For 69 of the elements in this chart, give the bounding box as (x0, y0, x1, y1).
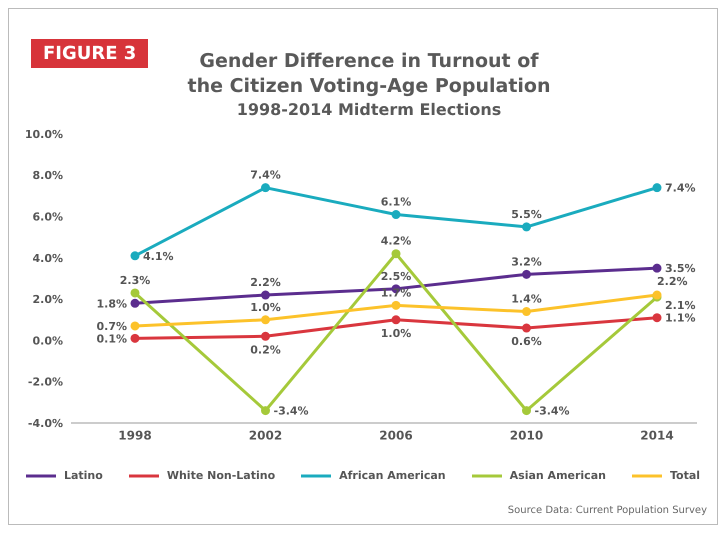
data-label: 1.7% (380, 286, 412, 300)
point (261, 183, 270, 192)
x-tick-label: 2014 (640, 428, 674, 443)
data-label: 7.4% (665, 182, 696, 195)
chart-title: Gender Difference in Turnout of the Citizen Voting-Age Population (186, 49, 552, 99)
point (652, 313, 662, 322)
point (522, 307, 531, 316)
data-label: 2.3% (120, 274, 150, 287)
source-note: Source Data: Current Population Survey (508, 505, 707, 516)
data-label: 0.1% (96, 332, 127, 346)
data-label: 4.1% (143, 250, 174, 263)
x-tick-label: 1998 (118, 428, 152, 443)
y-tick-label: -2.0% (28, 376, 63, 389)
data-label: -3.4% (274, 404, 309, 418)
y-tick-label: 2.0% (32, 293, 63, 306)
point (392, 315, 400, 324)
y-tick-label: 6.0% (32, 210, 63, 224)
data-label: 6.1% (380, 196, 412, 209)
data-label: 1.4% (511, 292, 542, 306)
data-label: 1.8% (96, 297, 127, 310)
x-tick-label: 2006 (379, 428, 413, 443)
data-label: 3.5% (665, 262, 696, 276)
data-label: 1.1% (665, 312, 696, 325)
point (522, 222, 531, 232)
caption: FIGURE 3 (31, 39, 148, 68)
data-label: 0.6% (511, 335, 542, 348)
data-label: 2.1% (665, 299, 696, 312)
point (130, 321, 140, 330)
point (130, 288, 140, 298)
data-label: 3.2% (511, 255, 542, 268)
point (261, 332, 270, 341)
y-tick-label: 0.0% (32, 334, 63, 348)
y-tick-label: 8.0% (32, 169, 63, 182)
point (130, 298, 140, 308)
legend-label: Latino (64, 469, 103, 482)
data-label: 2.5% (380, 270, 412, 283)
data-label: 2.2% (657, 275, 688, 288)
point (522, 324, 531, 333)
point (522, 270, 531, 279)
point (261, 290, 270, 300)
point (392, 249, 400, 258)
data-label: 0.7% (96, 320, 127, 333)
x-tick-label: 2010 (510, 428, 544, 443)
data-label: 5.5% (511, 208, 542, 221)
legend-label: Asian American (510, 469, 606, 482)
data-label: 1.0% (250, 300, 281, 314)
legend-label: African American (339, 469, 446, 482)
point (130, 251, 140, 260)
data-label: 1.0% (380, 326, 412, 340)
point (522, 406, 531, 416)
point (392, 300, 400, 310)
y-tick-label: 10.0% (24, 128, 63, 141)
y-tick-label: 4.0% (32, 252, 63, 265)
point (261, 406, 270, 416)
x-tick-label: 2002 (248, 428, 282, 443)
point (392, 210, 400, 220)
legend-label: Total (670, 469, 700, 482)
data-label: 7.4% (250, 168, 281, 182)
data-label: -3.4% (534, 404, 570, 418)
chart-subtitle: 1998-2014 Midterm Elections (236, 99, 502, 121)
legend-label: White Non-Latino (166, 469, 276, 482)
data-label: 0.2% (250, 343, 281, 356)
data-label: 2.2% (250, 276, 281, 290)
point (261, 315, 270, 324)
data-label: 4.2% (380, 234, 412, 248)
point (652, 183, 662, 192)
point (652, 264, 662, 273)
point (130, 334, 140, 343)
y-tick-label: -4.0% (28, 416, 63, 430)
